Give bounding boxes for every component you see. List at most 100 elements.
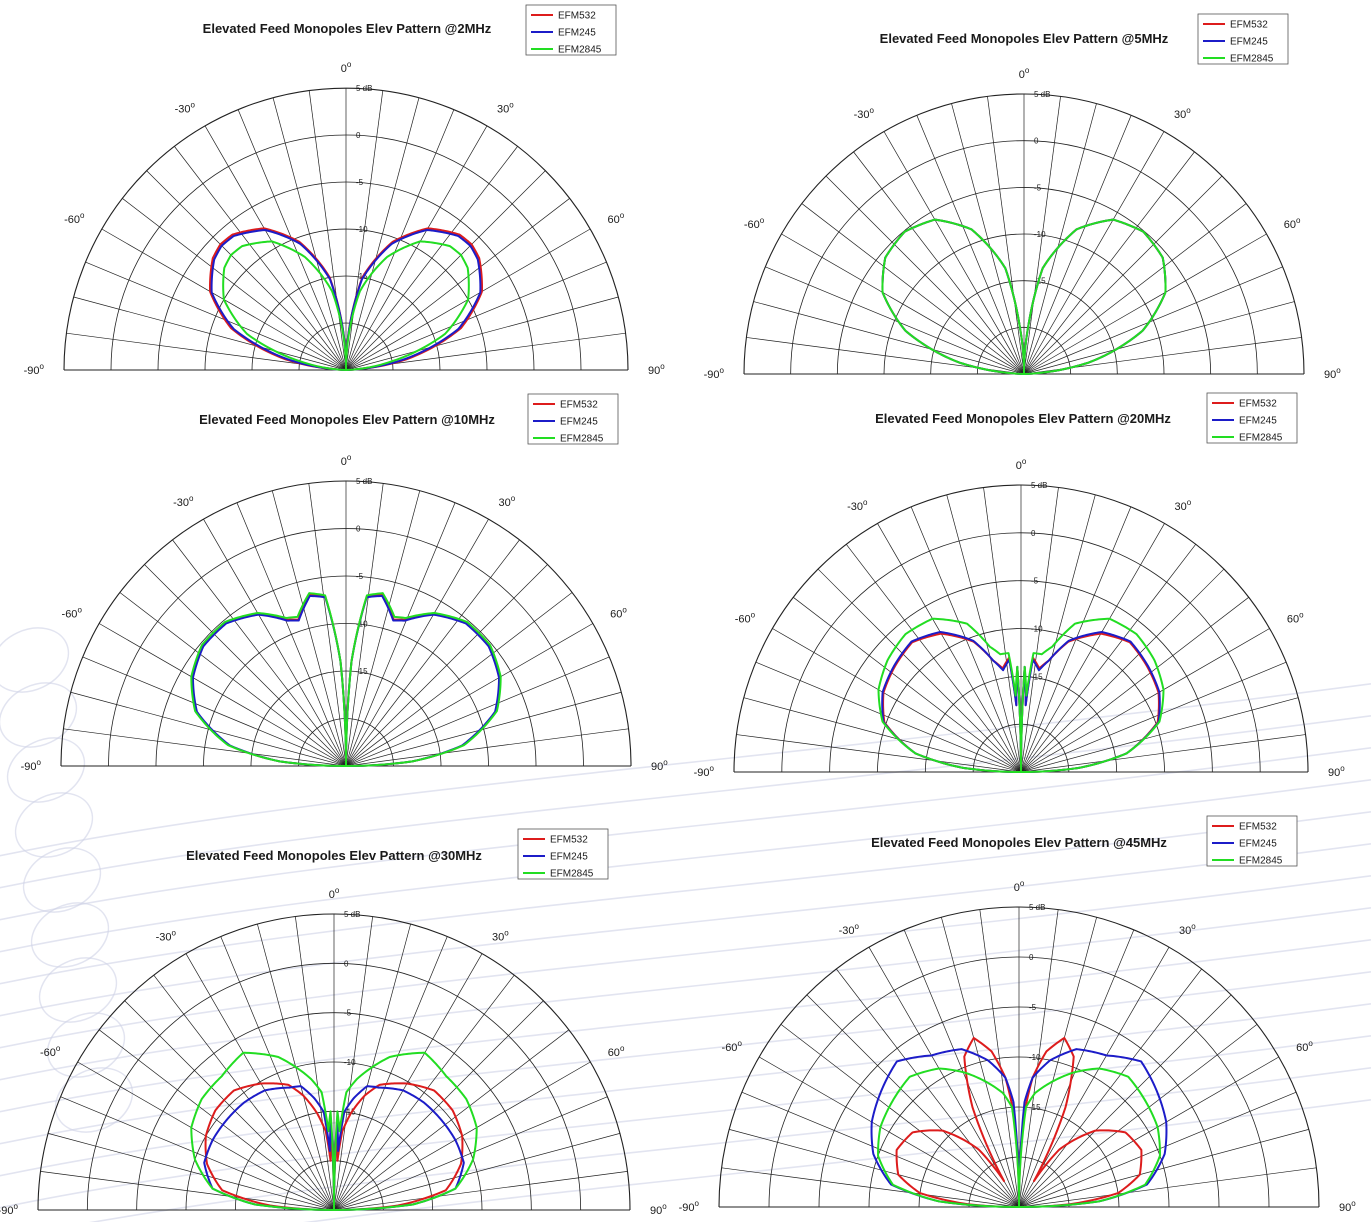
bg-swirl-coil — [22, 847, 102, 913]
radial-tick-label: -10 — [1031, 625, 1043, 634]
angle-tick-label: 90o — [1339, 1199, 1356, 1214]
radial-tick-label: 5 dB — [1029, 903, 1045, 912]
grid-spoke — [1023, 131, 1165, 375]
legend-box — [525, 4, 617, 56]
angle-tick-label: -60o — [744, 216, 765, 231]
angle-tick-label: 0o — [341, 60, 352, 75]
grid-spoke — [729, 1129, 1020, 1208]
bg-swirl-coil — [30, 902, 110, 968]
grid-spoke — [903, 929, 1020, 1208]
radial-tick-label: -10 — [356, 620, 368, 629]
grid-spoke — [772, 628, 1022, 773]
grid-spoke — [271, 490, 347, 767]
legend: EFM532 EFM245 EFM2845 — [1206, 815, 1298, 867]
chart-title: Elevated Feed Monopoles Elev Pattern @30… — [186, 848, 482, 863]
angle-tick-label: 90o — [1324, 366, 1341, 381]
grid-spoke — [825, 175, 1025, 375]
angle-tick-label: 60o — [1287, 611, 1304, 626]
angle-tick-label: 0o — [1014, 879, 1025, 894]
angle-tick-label: -60o — [722, 1039, 743, 1054]
radial-tick-label: 0 — [1034, 137, 1039, 146]
angle-tick-label: -90o — [704, 366, 725, 381]
bg-swirl-line — [0, 971, 1371, 1145]
grid-spoke — [99, 623, 347, 767]
grid-spoke — [987, 96, 1025, 375]
grid-spoke — [60, 1096, 335, 1211]
legend-box — [517, 828, 609, 880]
grid-spoke — [1023, 233, 1267, 375]
chart-title: Elevated Feed Monopoles Elev Pattern @45… — [871, 835, 1167, 850]
grid-spoke — [743, 697, 1022, 773]
grid-spoke — [1018, 968, 1202, 1208]
grid-spoke — [755, 661, 1022, 773]
polar-grid — [743, 93, 1305, 375]
legend-box — [1206, 392, 1298, 444]
grid-spoke — [345, 170, 546, 371]
angle-tick-label: -30o — [175, 101, 196, 116]
bg-swirl-line — [88, 1067, 1371, 1222]
polar-chart-2mhz: 5 dB0-5-10-15-90o-60o-30o0o30o60o90oElev… — [24, 4, 665, 377]
grid-spoke — [85, 261, 347, 371]
radial-tick-label: 0 — [1029, 953, 1034, 962]
radial-tick-label: -10 — [356, 225, 368, 234]
angle-tick-label: -90o — [694, 764, 715, 779]
grid-spoke — [846, 544, 1022, 773]
series-line-efm2845 — [222, 240, 470, 371]
legend-label: EFM2845 — [1239, 433, 1283, 444]
grid-spoke — [1020, 487, 1059, 773]
polar-chart-20mhz: 5 dB 0 -5 -10 -15 -90o -60o -30o 0o 30o 60o 90o Elev… — [694, 392, 1345, 779]
grid-spoke — [916, 115, 1025, 375]
grid-spoke — [172, 539, 347, 767]
grid-spoke — [979, 909, 1020, 1208]
radial-tick-label: 0 — [356, 525, 361, 534]
grid-spoke — [1018, 917, 1097, 1208]
series-line-efm2845 — [190, 592, 502, 767]
grid-spoke — [853, 151, 1025, 375]
angle-tick-label: 30o — [492, 928, 509, 943]
grid-spoke — [1023, 103, 1097, 375]
bg-swirl-line — [0, 811, 1371, 985]
angle-tick-label: -30o — [847, 498, 868, 513]
grid-spoke — [345, 261, 607, 371]
legend-label: EFM532 — [1230, 20, 1268, 31]
grid-spoke — [1018, 929, 1135, 1208]
angle-tick-label: -60o — [62, 606, 83, 621]
bg-swirl-line — [0, 907, 1371, 1081]
grid-spoke — [47, 1133, 335, 1211]
grid-spoke — [124, 1000, 335, 1211]
legend-box — [1197, 13, 1289, 65]
grid-spoke — [1018, 1056, 1279, 1208]
grid-spoke — [806, 994, 1020, 1208]
chart-title: Elevated Feed Monopoles Elev Pattern @5M… — [880, 31, 1169, 46]
angle-tick-label: 90o — [651, 758, 668, 773]
radial-tick-label: 5 dB — [1031, 481, 1047, 490]
grid-spoke — [1023, 115, 1132, 375]
radial-tick-label: 0 — [356, 131, 361, 140]
legend-label: EFM245 — [1230, 37, 1268, 48]
angle-tick-label: -90o — [679, 1199, 700, 1214]
radial-tick-label: 5 dB — [356, 477, 372, 486]
grid-spoke — [98, 1029, 335, 1211]
bg-swirl-coil — [46, 1012, 126, 1078]
polar-chart-45mhz: 5 dB 0 -5 -10 -15 -90o -60o -30o 0o 30o 60o 90o Elev… — [679, 815, 1356, 1214]
legend-label: EFM2845 — [1230, 54, 1274, 65]
grid-spoke — [333, 916, 373, 1211]
grid-spoke — [1020, 628, 1270, 773]
grid-spoke — [345, 490, 421, 767]
radial-tick-label: 5 dB — [344, 910, 360, 919]
legend: EFM532 EFM245 EFM2845 — [1206, 392, 1298, 444]
grid-spoke — [345, 97, 420, 371]
radial-tick-label: -15 — [356, 667, 368, 676]
grid-spoke — [70, 691, 347, 767]
angle-tick-label: -30o — [854, 106, 875, 121]
grid-spoke — [333, 1000, 544, 1211]
grid-spoke — [741, 1091, 1020, 1208]
legend: EFM532 EFM245 EFM2845 — [1197, 13, 1289, 65]
polar-grid — [718, 906, 1320, 1208]
grid-spoke — [1020, 568, 1225, 773]
legend-label: EFM532 — [1239, 399, 1277, 410]
bg-swirl-line — [0, 875, 1371, 1049]
angle-tick-label: -60o — [40, 1044, 61, 1059]
grid-spoke — [345, 728, 629, 767]
angle-tick-label: 90o — [1328, 764, 1345, 779]
